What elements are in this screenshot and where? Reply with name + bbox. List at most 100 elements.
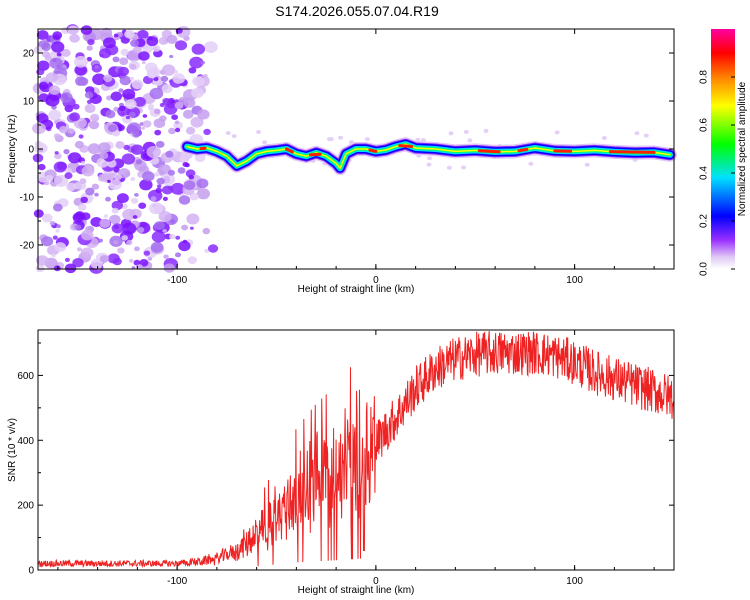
noise-blob	[158, 211, 172, 222]
noise-blob	[181, 224, 189, 231]
noise-blob	[107, 124, 117, 132]
noise-blob	[192, 76, 205, 87]
noise-blob	[196, 178, 209, 189]
noise-blob	[111, 223, 124, 234]
noise-blob	[197, 109, 210, 120]
y-tick-label: 600	[17, 371, 34, 382]
noise-blob	[129, 63, 137, 70]
noise-blob	[111, 200, 124, 211]
noise-blob	[142, 61, 146, 65]
noise-blob	[74, 224, 82, 231]
noise-blob	[156, 177, 165, 185]
noise-blob	[183, 180, 196, 190]
snr-y-axis: 0 200 400 600	[17, 342, 674, 577]
noise-blob	[584, 162, 590, 167]
ridge-peak	[308, 152, 322, 157]
x-tick-label: 0	[373, 576, 379, 587]
noise-blob	[35, 255, 49, 266]
noise-blob	[170, 182, 185, 195]
noise-blob	[110, 91, 123, 102]
noise-blob	[130, 144, 144, 155]
spectrogram-x-axis: -100 0 100	[57, 29, 655, 286]
snr-panel: -100 0 100 0 200 400 600 Height of straight l…	[7, 329, 675, 596]
noise-blob	[188, 67, 197, 74]
noise-blob	[174, 120, 180, 125]
noise-blob	[142, 44, 153, 54]
noise-blob	[166, 34, 178, 44]
x-tick-label: 100	[566, 576, 583, 587]
noise-blob	[154, 221, 165, 231]
ridge-peak	[368, 148, 378, 153]
noise-blob	[41, 213, 53, 223]
noise-blob	[142, 171, 155, 182]
noise-blob	[81, 212, 91, 220]
noise-blob	[188, 174, 195, 180]
noise-blob	[448, 131, 454, 136]
noise-blob	[149, 87, 164, 100]
noise-blob	[132, 215, 138, 219]
noise-blob	[118, 105, 126, 112]
noise-blob	[151, 231, 166, 243]
noise-blob	[182, 109, 194, 119]
noise-blob	[175, 235, 181, 240]
snr-series-line	[37, 330, 675, 568]
noise-blob	[102, 37, 116, 49]
noise-blob	[45, 174, 53, 182]
noise-blob	[131, 79, 144, 90]
noise-blob	[155, 187, 163, 194]
noise-blob	[182, 162, 189, 167]
noise-blob	[130, 197, 139, 204]
noise-blob	[467, 138, 473, 143]
noise-blob	[112, 56, 120, 63]
ridge-peak	[284, 147, 294, 154]
noise-blob	[174, 40, 188, 51]
y-tick-label: 0	[28, 566, 34, 577]
noise-blob	[446, 165, 452, 170]
noise-blob	[45, 72, 58, 83]
noise-blob	[326, 137, 332, 142]
noise-blob	[56, 52, 62, 57]
noise-blob	[161, 185, 173, 195]
noise-blob	[123, 144, 130, 151]
ridge-peak	[608, 150, 656, 154]
noise-blob	[143, 250, 151, 256]
noise-blob	[79, 178, 87, 185]
noise-blob	[161, 64, 176, 76]
noise-blob	[177, 167, 186, 174]
noise-blob	[63, 149, 70, 155]
noise-blob	[426, 162, 432, 167]
spectrogram-x-label: Height of straight line (km)	[298, 284, 415, 295]
x-tick-label: -100	[167, 275, 187, 286]
noise-blob	[85, 187, 95, 196]
noise-blob	[146, 69, 158, 79]
noise-blob	[122, 208, 136, 221]
noise-blob	[142, 120, 152, 128]
noise-blob	[175, 127, 181, 133]
noise-blob	[56, 224, 61, 229]
noise-scatter	[32, 24, 663, 274]
noise-blob	[153, 76, 159, 82]
noise-blob	[78, 203, 87, 211]
noise-blob	[117, 247, 125, 254]
noise-blob	[105, 196, 111, 202]
noise-blob	[124, 99, 137, 110]
noise-blob	[99, 255, 109, 263]
noise-blob	[119, 57, 129, 65]
noise-blob	[186, 213, 200, 225]
noise-blob	[80, 229, 94, 241]
snr-x-label: Height of straight line (km)	[298, 585, 415, 596]
colorbar-tick-label: 0.4	[699, 166, 710, 180]
noise-blob	[124, 172, 131, 177]
noise-blob	[122, 88, 136, 100]
noise-blob	[121, 235, 128, 241]
noise-blob	[53, 174, 69, 187]
noise-blob	[41, 43, 51, 51]
noise-blob	[94, 192, 99, 197]
colorbar-ticks: 0.0 0.2 0.4 0.6 0.8	[699, 70, 735, 276]
noise-blob	[53, 133, 61, 139]
noise-blob	[53, 203, 63, 212]
noise-blob	[64, 172, 73, 180]
noise-blob	[554, 130, 560, 135]
noise-blob	[98, 174, 107, 182]
noise-blob	[146, 36, 159, 47]
